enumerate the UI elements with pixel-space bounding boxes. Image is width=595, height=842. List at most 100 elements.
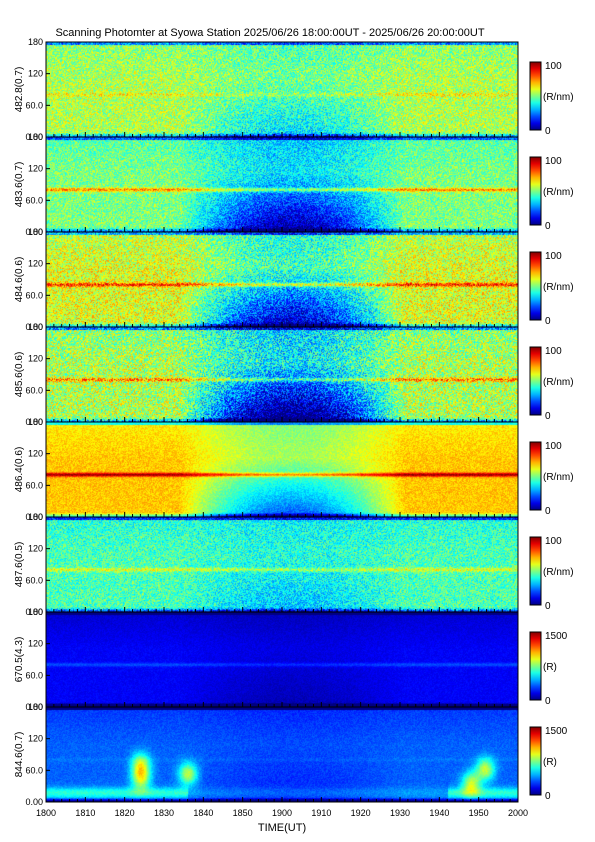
panel-6: 0.00 60.0 120 180 487.6(0.5) 100 (R/nm) 0 xyxy=(14,512,574,617)
y-tick-label: 0.00 xyxy=(25,797,43,807)
colorbar xyxy=(529,441,542,511)
panel-3: 0.00 60.0 120 180 484.6(0.6) 100 (R/nm) 0 xyxy=(14,227,574,332)
colorbar-units-label: (R/nm) xyxy=(543,282,574,293)
y-tick-label: 60.0 xyxy=(25,290,43,300)
panel-ylabel: 670.5(4.3) xyxy=(14,637,25,683)
heatmap-image xyxy=(46,42,518,137)
colorbar xyxy=(529,726,542,796)
colorbar xyxy=(529,156,542,226)
panel-ylabel: 844.6(0.7) xyxy=(14,732,25,778)
colorbar-max-label: 1500 xyxy=(545,631,568,642)
panel-4: 0.00 60.0 120 180 485.6(0.6) 100 (R/nm) 0 xyxy=(14,322,574,427)
x-tick-label: 1940 xyxy=(429,808,449,818)
panel-1: 0.00 60.0 120 180 482.8(0.7) 100 (R/nm) 0 xyxy=(14,37,574,142)
y-tick-label: 180 xyxy=(28,322,43,332)
y-tick-label: 120 xyxy=(28,639,43,649)
y-tick-label: 0.00 xyxy=(25,132,43,142)
y-tick-label: 0.00 xyxy=(25,702,43,712)
colorbar-max-label: 100 xyxy=(545,346,562,357)
colorbar-min-label: 0 xyxy=(545,696,551,707)
y-tick-label: 60.0 xyxy=(25,480,43,490)
y-tick-label: 120 xyxy=(28,449,43,459)
y-tick-label: 0.00 xyxy=(25,322,43,332)
y-tick-label: 180 xyxy=(28,607,43,617)
heatmap-image xyxy=(46,137,518,232)
colorbar-max-label: 100 xyxy=(545,441,562,452)
colorbar-min-label: 0 xyxy=(545,126,551,137)
y-tick-label: 180 xyxy=(28,417,43,427)
x-tick-label: 1950 xyxy=(469,808,489,818)
colorbar-min-label: 0 xyxy=(545,791,551,802)
colorbar-max-label: 100 xyxy=(545,156,562,167)
y-tick-label: 60.0 xyxy=(25,670,43,680)
panel-ylabel: 487.6(0.5) xyxy=(14,542,25,588)
x-tick-label: 1800 xyxy=(36,808,56,818)
y-tick-label: 60.0 xyxy=(25,100,43,110)
heatmap-image xyxy=(46,422,518,517)
panel-2: 0.00 60.0 120 180 483.6(0.7) 100 (R/nm) 0 xyxy=(14,132,574,237)
y-tick-label: 0.00 xyxy=(25,512,43,522)
y-tick-label: 120 xyxy=(28,354,43,364)
y-tick-label: 60.0 xyxy=(25,765,43,775)
x-tick-label: 1840 xyxy=(193,808,213,818)
colorbar-units-label: (R) xyxy=(543,662,557,673)
y-tick-label: 120 xyxy=(28,164,43,174)
colorbar-units-label: (R/nm) xyxy=(543,377,574,388)
panel-ylabel: 484.6(0.6) xyxy=(14,257,25,303)
x-tick-label: 1830 xyxy=(154,808,174,818)
heatmap-image xyxy=(46,707,518,802)
y-tick-label: 0.00 xyxy=(25,607,43,617)
y-tick-label: 180 xyxy=(28,132,43,142)
colorbar-min-label: 0 xyxy=(545,221,551,232)
y-tick-label: 0.00 xyxy=(25,417,43,427)
x-tick-label: 1930 xyxy=(390,808,410,818)
y-tick-label: 120 xyxy=(28,69,43,79)
x-tick-label: 1810 xyxy=(75,808,95,818)
panel-ylabel: 483.6(0.7) xyxy=(14,162,25,208)
colorbar-max-label: 100 xyxy=(545,251,562,262)
heatmap-image xyxy=(46,517,518,612)
x-axis-label: TIME(UT) xyxy=(258,822,306,834)
colorbar xyxy=(529,251,542,321)
x-axis: 1800 1810 1820 1830 1840 1850 1900 1910 1920 1930… xyxy=(36,808,528,818)
panels-group: 0.00 60.0 120 180 482.8(0.7) 100 (R/nm) 0 0.00 60… xyxy=(14,37,574,807)
panel-5: 0.00 60.0 120 180 486.4(0.6) 100 (R/nm) 0 xyxy=(14,417,574,522)
x-tick-label: 1920 xyxy=(351,808,371,818)
panel-8: 0.00 60.0 120 180 844.6(0.7) 1500 (R) 0 xyxy=(14,702,568,807)
heatmap-image xyxy=(46,612,518,707)
y-tick-label: 60.0 xyxy=(25,385,43,395)
x-tick-label: 1850 xyxy=(233,808,253,818)
x-tick-label: 2000 xyxy=(508,808,528,818)
y-tick-label: 180 xyxy=(28,37,43,47)
colorbar-max-label: 1500 xyxy=(545,726,568,737)
colorbar-min-label: 0 xyxy=(545,316,551,327)
colorbar-max-label: 100 xyxy=(545,536,562,547)
y-tick-label: 180 xyxy=(28,227,43,237)
heatmap-image xyxy=(46,327,518,422)
colorbar-max-label: 100 xyxy=(545,61,562,72)
panel-ylabel: 485.6(0.6) xyxy=(14,352,25,398)
panel-ylabel: 482.8(0.7) xyxy=(14,67,25,113)
x-tick-label: 1910 xyxy=(311,808,331,818)
y-tick-label: 120 xyxy=(28,259,43,269)
colorbar xyxy=(529,346,542,416)
colorbar-min-label: 0 xyxy=(545,411,551,422)
heatmap-image xyxy=(46,232,518,327)
colorbar-units-label: (R/nm) xyxy=(543,472,574,483)
x-tick-label: 1900 xyxy=(272,808,292,818)
panel-7: 0.00 60.0 120 180 670.5(4.3) 1500 (R) 0 xyxy=(14,607,568,712)
y-tick-label: 60.0 xyxy=(25,575,43,585)
colorbar xyxy=(529,536,542,606)
colorbar xyxy=(529,631,542,701)
x-tick-label: 1820 xyxy=(115,808,135,818)
colorbar-min-label: 0 xyxy=(545,506,551,517)
y-tick-label: 0.00 xyxy=(25,227,43,237)
chart-title: Scanning Photomter at Syowa Station 2025… xyxy=(55,27,484,39)
panel-ylabel: 486.4(0.6) xyxy=(14,447,25,493)
colorbar-units-label: (R) xyxy=(543,757,557,768)
colorbar-min-label: 0 xyxy=(545,601,551,612)
y-tick-label: 120 xyxy=(28,734,43,744)
y-tick-label: 120 xyxy=(28,544,43,554)
y-tick-label: 180 xyxy=(28,512,43,522)
